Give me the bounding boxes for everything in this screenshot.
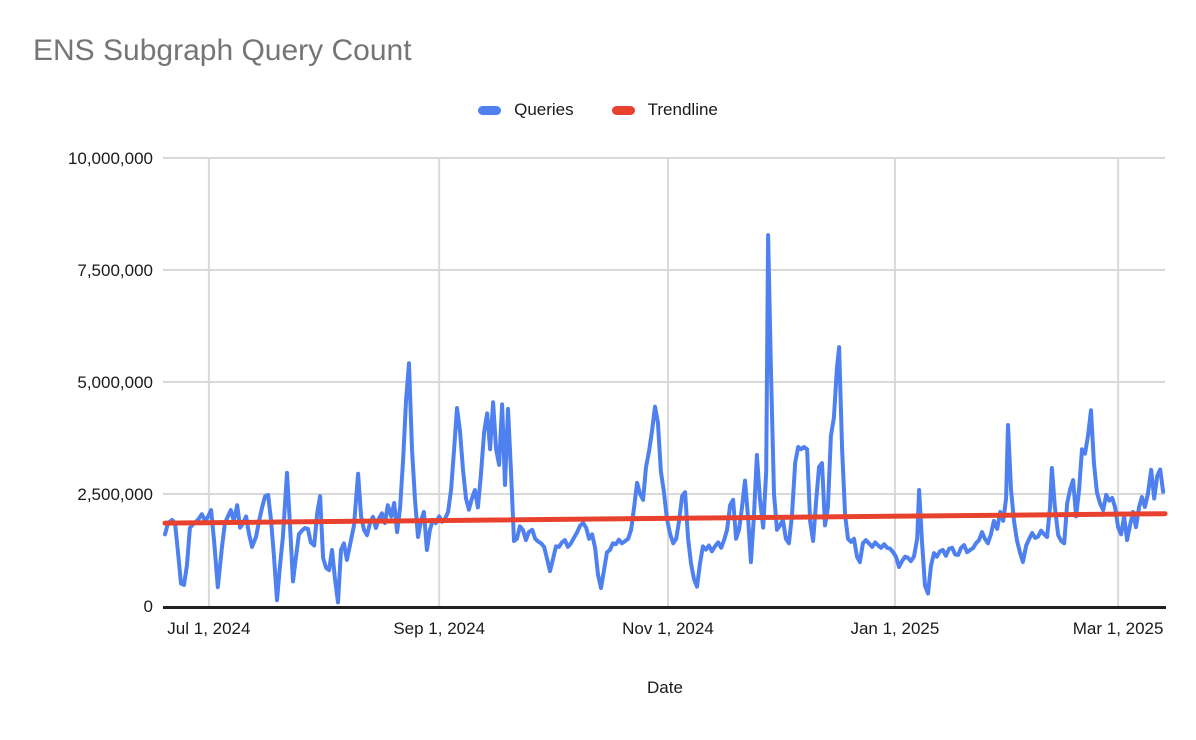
y-axis-tick-label: 10,000,000: [68, 149, 153, 168]
y-axis-tick-label: 2,500,000: [77, 485, 153, 504]
x-axis-title: Date: [647, 678, 683, 697]
x-axis-tick-label: Jul 1, 2024: [167, 619, 250, 638]
legend-label-trendline: Trendline: [647, 100, 718, 119]
x-axis-tick-label: Mar 1, 2025: [1073, 619, 1164, 638]
chart-legend: Queries Trendline: [0, 100, 1196, 120]
chart-title: ENS Subgraph Query Count: [33, 34, 412, 67]
legend-item-queries: Queries: [478, 100, 574, 120]
x-axis-tick-label: Sep 1, 2024: [393, 619, 485, 638]
y-axis-tick-label: 7,500,000: [77, 261, 153, 280]
queries-series-swatch: [478, 105, 502, 115]
trendline-line: [162, 511, 1168, 526]
legend-label-queries: Queries: [514, 100, 574, 119]
x-axis-tick-label: Nov 1, 2024: [622, 619, 714, 638]
queries-line: [163, 233, 1166, 605]
x-axis-tick-label: Jan 1, 2025: [850, 619, 939, 638]
y-axis-tick-label: 5,000,000: [77, 373, 153, 392]
y-axis-tick-label: 0: [144, 597, 153, 616]
legend-item-trendline: Trendline: [611, 100, 718, 120]
trendline-series-swatch: [611, 105, 635, 115]
